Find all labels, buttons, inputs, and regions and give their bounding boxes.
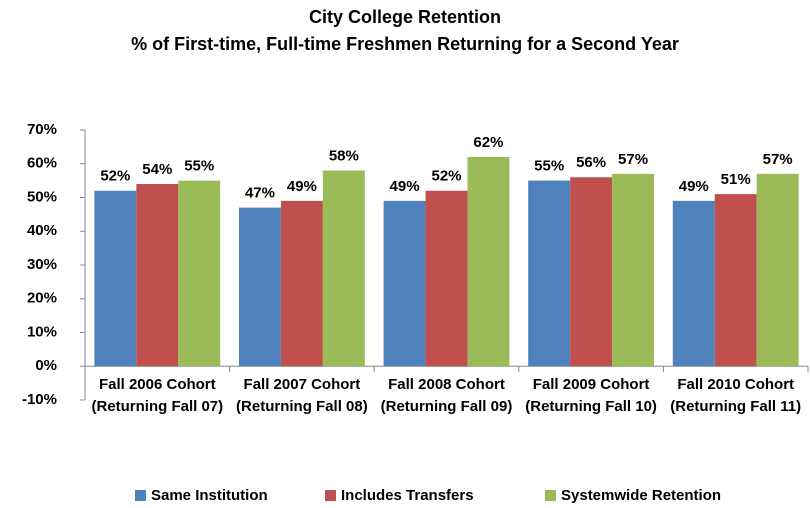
legend-label: Includes Transfers [341, 487, 474, 504]
bar [612, 173, 655, 367]
bar [570, 177, 613, 367]
data-label: 56% [576, 154, 606, 171]
data-label: 55% [184, 158, 214, 175]
y-tick-label: 40% [27, 222, 57, 239]
data-label: 57% [763, 151, 793, 168]
y-tick-label: 50% [27, 188, 57, 205]
data-label: 49% [390, 178, 420, 195]
x-tick-label: Fall 2008 Cohort (Returning Fall 09) [380, 376, 513, 416]
bar [383, 200, 426, 367]
y-tick-label: -10% [22, 391, 57, 408]
legend-swatch [325, 490, 336, 501]
y-tick-label: 20% [27, 290, 57, 307]
x-tick-label: Fall 2006 Cohort (Returning Fall 07) [91, 376, 224, 416]
data-label: 54% [142, 161, 172, 178]
legend-label: Systemwide Retention [561, 487, 721, 504]
chart-title: City College Retention [308, 7, 501, 27]
data-label: 49% [287, 178, 317, 195]
data-label: 62% [473, 134, 503, 151]
bar [178, 180, 221, 367]
legend-swatch [545, 490, 556, 501]
bar [425, 190, 468, 367]
data-label: 49% [679, 178, 709, 195]
bar [756, 173, 799, 367]
bar [94, 190, 137, 367]
y-tick-label: 10% [27, 323, 57, 340]
data-label: 51% [721, 171, 751, 188]
data-label: 52% [100, 168, 130, 185]
data-label: 55% [534, 158, 564, 175]
bar [280, 200, 323, 367]
bar [322, 170, 365, 367]
bar [528, 180, 571, 367]
y-tick-label: 60% [27, 155, 57, 172]
bar [714, 194, 757, 367]
y-tick-label: 30% [27, 256, 57, 273]
x-tick-label: Fall 2007 Cohort (Returning Fall 08) [236, 376, 368, 416]
chart-subtitle: % of First-time, Full-time Freshmen Retu… [131, 34, 679, 54]
bar [238, 207, 281, 367]
data-label: 52% [431, 168, 461, 185]
data-label: 57% [618, 151, 648, 168]
legend-swatch [135, 490, 146, 501]
bar [672, 200, 715, 367]
y-tick-label: 0% [35, 357, 57, 374]
x-tick-label: Fall 2010 Cohort (Returning Fall 11) [670, 376, 802, 416]
legend-label: Same Institution [151, 487, 268, 504]
data-label: 47% [245, 185, 275, 202]
bar [467, 157, 510, 367]
bar [136, 184, 179, 367]
x-tick-label: Fall 2009 Cohort (Returning Fall 10) [525, 376, 657, 416]
y-tick-label: 70% [27, 121, 57, 138]
data-label: 58% [329, 147, 359, 164]
